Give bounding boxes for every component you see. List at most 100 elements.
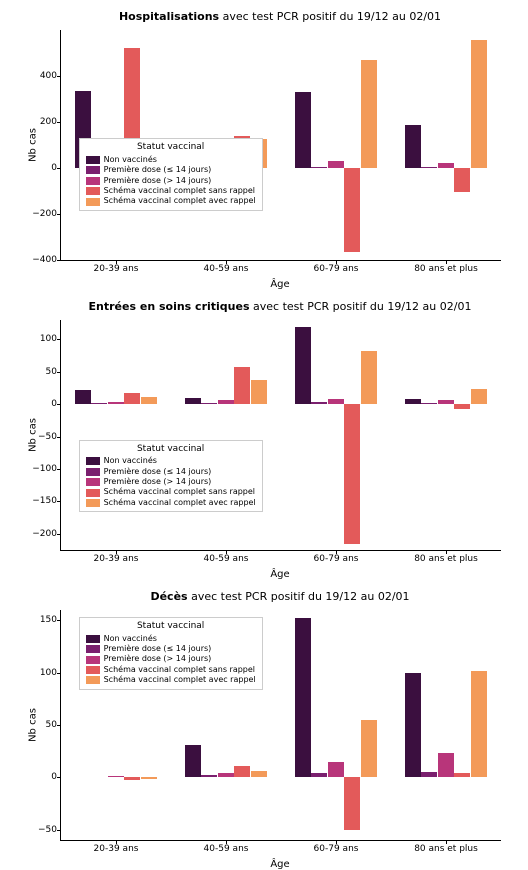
bar-dose1_le14 xyxy=(311,402,327,405)
legend-title: Statut vaccinal xyxy=(86,444,256,456)
bar-complet_sans xyxy=(124,393,140,404)
legend-row: Non vaccinés xyxy=(86,456,256,466)
legend-label: Non vaccinés xyxy=(104,456,157,466)
bar-complet_avec xyxy=(471,40,487,168)
ytick-label: 0 xyxy=(51,163,61,173)
legend-swatch xyxy=(86,166,100,174)
legend-swatch xyxy=(86,635,100,643)
legend-row: Première dose (≤ 14 jours) xyxy=(86,644,256,654)
x-axis-label: Âge xyxy=(60,569,500,580)
legend: Statut vaccinalNon vaccinésPremière dose… xyxy=(79,138,263,211)
xtick-label: 80 ans et plus xyxy=(414,840,478,854)
xtick-label: 20-39 ans xyxy=(94,840,139,854)
legend-swatch xyxy=(86,468,100,476)
bar-complet_avec xyxy=(361,60,377,168)
bar-non_vaccines xyxy=(405,399,421,404)
ytick-label: 50 xyxy=(46,720,61,730)
legend-swatch xyxy=(86,478,100,486)
legend-swatch xyxy=(86,198,100,206)
legend-row: Non vaccinés xyxy=(86,634,256,644)
legend-swatch xyxy=(86,499,100,507)
legend-label: Première dose (> 14 jours) xyxy=(104,176,212,186)
plot-area: −5005010015020-39 ans40-59 ans60-79 ans8… xyxy=(60,610,501,841)
bar-non_vaccines xyxy=(75,390,91,404)
bar-non_vaccines xyxy=(295,618,311,777)
bar-dose1_gt14 xyxy=(218,400,234,404)
bar-complet_sans xyxy=(454,404,470,409)
bar-complet_sans xyxy=(124,777,140,780)
legend-row: Non vaccinés xyxy=(86,155,256,165)
legend-row: Première dose (> 14 jours) xyxy=(86,654,256,664)
legend-row: Première dose (≤ 14 jours) xyxy=(86,467,256,477)
legend-swatch xyxy=(86,645,100,653)
chart-title: Décès avec test PCR positif du 19/12 au … xyxy=(60,590,500,603)
page-root: Hospitalisations avec test PCR positif d… xyxy=(0,0,528,863)
legend-row: Schéma vaccinal complet sans rappel xyxy=(86,487,256,497)
legend-label: Schéma vaccinal complet avec rappel xyxy=(104,675,256,685)
legend-swatch xyxy=(86,457,100,465)
legend-row: Schéma vaccinal complet sans rappel xyxy=(86,186,256,196)
xtick-label: 20-39 ans xyxy=(94,550,139,564)
bar-complet_sans xyxy=(234,766,250,778)
ytick-label: 150 xyxy=(40,615,61,625)
legend-row: Schéma vaccinal complet avec rappel xyxy=(86,675,256,685)
chart-title-rest: avec test PCR positif du 19/12 au 02/01 xyxy=(250,300,472,313)
legend-label: Non vaccinés xyxy=(104,634,157,644)
legend-title: Statut vaccinal xyxy=(86,142,256,154)
ytick-label: 0 xyxy=(51,772,61,782)
bar-non_vaccines xyxy=(185,398,201,404)
chart-soins_critiques: Entrées en soins critiques avec test PCR… xyxy=(60,320,500,550)
bar-dose1_gt14 xyxy=(438,400,454,404)
legend-label: Schéma vaccinal complet avec rappel xyxy=(104,196,256,206)
legend-swatch xyxy=(86,676,100,684)
legend-label: Schéma vaccinal complet sans rappel xyxy=(104,665,255,675)
bar-complet_sans xyxy=(344,404,360,543)
ytick-label: 0 xyxy=(51,399,61,409)
bar-dose1_gt14 xyxy=(218,773,234,777)
bar-dose1_le14 xyxy=(201,775,217,777)
bar-non_vaccines xyxy=(295,92,311,168)
bar-complet_sans xyxy=(454,773,470,777)
legend-row: Schéma vaccinal complet avec rappel xyxy=(86,196,256,206)
xtick-label: 60-79 ans xyxy=(314,840,359,854)
legend-swatch xyxy=(86,489,100,497)
ytick-label: 100 xyxy=(40,334,61,344)
xtick-label: 20-39 ans xyxy=(94,260,139,274)
xtick-label: 40-59 ans xyxy=(204,840,249,854)
xtick-label: 60-79 ans xyxy=(314,260,359,274)
legend-swatch xyxy=(86,656,100,664)
legend-label: Première dose (> 14 jours) xyxy=(104,477,212,487)
legend: Statut vaccinalNon vaccinésPremière dose… xyxy=(79,440,263,513)
legend: Statut vaccinalNon vaccinésPremière dose… xyxy=(79,617,263,690)
chart-title-rest: avec test PCR positif du 19/12 au 02/01 xyxy=(219,10,441,23)
ytick-label: −200 xyxy=(32,529,61,539)
legend-label: Première dose (≤ 14 jours) xyxy=(104,165,212,175)
bar-complet_avec xyxy=(251,771,267,777)
ytick-label: 50 xyxy=(46,367,61,377)
legend-row: Première dose (> 14 jours) xyxy=(86,477,256,487)
bar-complet_avec xyxy=(141,777,157,779)
ytick-label: −100 xyxy=(32,464,61,474)
bar-dose1_le14 xyxy=(201,403,217,404)
bar-complet_sans xyxy=(344,168,360,252)
bar-complet_sans xyxy=(234,367,250,404)
bar-dose1_le14 xyxy=(421,772,437,777)
bar-complet_avec xyxy=(141,397,157,404)
legend-row: Première dose (≤ 14 jours) xyxy=(86,165,256,175)
bar-dose1_le14 xyxy=(91,403,107,404)
xtick-label: 80 ans et plus xyxy=(414,550,478,564)
xtick-label: 60-79 ans xyxy=(314,550,359,564)
legend-swatch xyxy=(86,177,100,185)
chart-title-bold: Entrées en soins critiques xyxy=(89,300,250,313)
chart-title-rest: avec test PCR positif du 19/12 au 02/01 xyxy=(188,590,410,603)
legend-swatch xyxy=(86,187,100,195)
bar-complet_avec xyxy=(251,380,267,405)
ytick-label: 200 xyxy=(40,117,61,127)
xtick-label: 40-59 ans xyxy=(204,550,249,564)
chart-title-bold: Hospitalisations xyxy=(119,10,219,23)
legend-label: Schéma vaccinal complet sans rappel xyxy=(104,186,255,196)
x-axis-label: Âge xyxy=(60,859,500,870)
plot-area: −400−200020040020-39 ans40-59 ans60-79 a… xyxy=(60,30,501,261)
bar-dose1_le14 xyxy=(421,167,437,168)
ytick-label: −400 xyxy=(32,255,61,265)
